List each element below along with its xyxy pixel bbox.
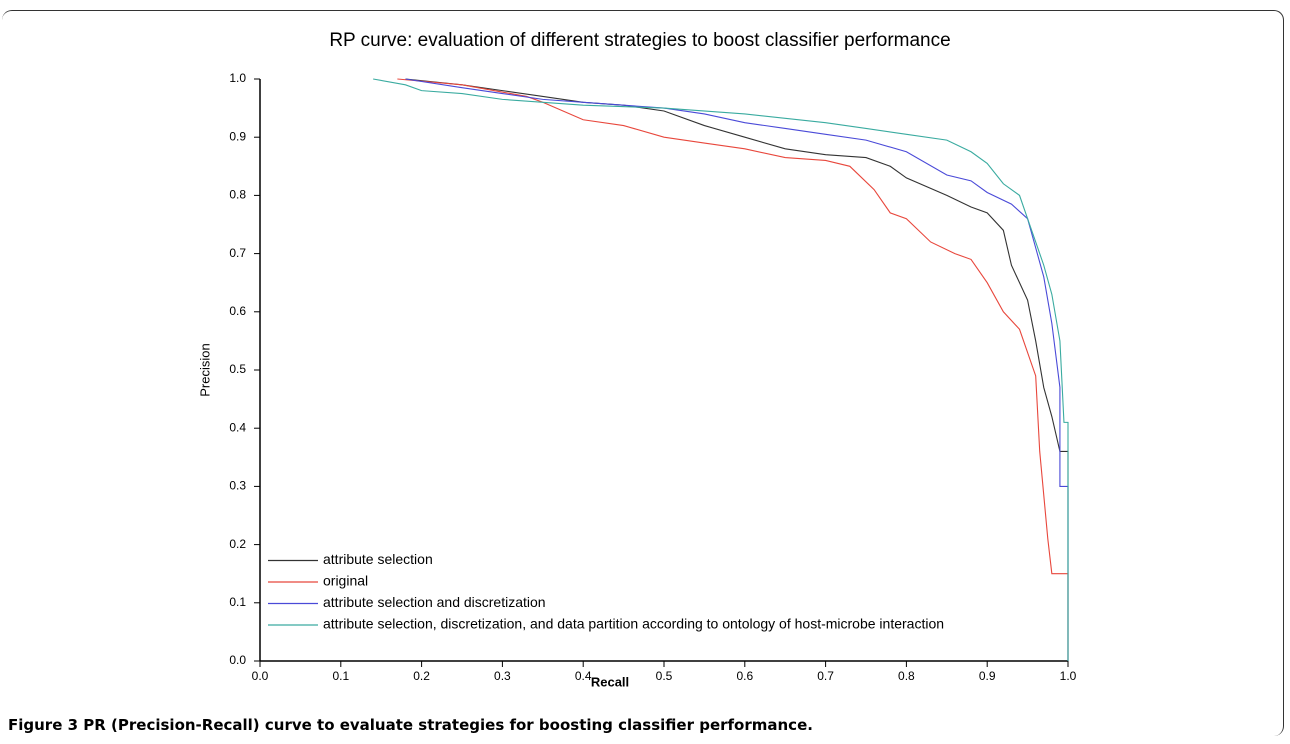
series-line bbox=[405, 78, 1069, 661]
caption-text: PR (Precision-Recall) curve to evaluate … bbox=[83, 716, 813, 734]
series-line bbox=[397, 78, 1069, 661]
y-tick-label: 0.6 bbox=[229, 304, 246, 318]
x-tick-label: 0.8 bbox=[898, 669, 915, 683]
y-tick-label: 0.3 bbox=[229, 479, 246, 493]
x-tick-label: 0.9 bbox=[979, 669, 996, 683]
y-tick-label: 0.5 bbox=[229, 362, 246, 376]
x-tick-label: 0.6 bbox=[736, 669, 753, 683]
x-axis-label: Recall bbox=[591, 674, 629, 689]
x-tick-label: 0.3 bbox=[494, 669, 511, 683]
y-tick-label: 0.2 bbox=[229, 537, 246, 551]
legend-label: attribute selection, discretization, and… bbox=[323, 616, 944, 632]
figure-frame bbox=[2, 10, 1284, 736]
y-tick-label: 1.0 bbox=[229, 71, 246, 85]
series-line bbox=[373, 78, 1069, 661]
x-tick-label: 1.0 bbox=[1060, 669, 1077, 683]
y-tick-label: 0.9 bbox=[229, 129, 246, 143]
chart-title: RP curve: evaluation of different strate… bbox=[329, 30, 950, 51]
caption-label: Figure 3 bbox=[8, 716, 79, 734]
x-tick-label: 0.7 bbox=[817, 669, 834, 683]
legend-label: attribute selection bbox=[323, 551, 433, 567]
y-axis-label: Precision bbox=[197, 343, 212, 396]
legend-label: attribute selection and discretization bbox=[323, 594, 546, 610]
y-tick-label: 0.1 bbox=[229, 595, 246, 609]
x-tick-label: 0.4 bbox=[575, 669, 592, 683]
x-tick-label: 0.0 bbox=[252, 669, 269, 683]
series-line bbox=[405, 78, 1069, 661]
y-tick-label: 0.4 bbox=[229, 420, 246, 434]
x-tick-label: 0.2 bbox=[413, 669, 430, 683]
legend-label: original bbox=[323, 573, 368, 589]
y-tick-label: 0.0 bbox=[229, 653, 246, 667]
x-tick-label: 0.1 bbox=[332, 669, 349, 683]
caption: Figure 3 PR (Precision-Recall) curve to … bbox=[8, 716, 813, 734]
y-tick-label: 0.7 bbox=[229, 246, 246, 260]
y-tick-label: 0.8 bbox=[229, 188, 246, 202]
x-tick-label: 0.5 bbox=[656, 669, 673, 683]
